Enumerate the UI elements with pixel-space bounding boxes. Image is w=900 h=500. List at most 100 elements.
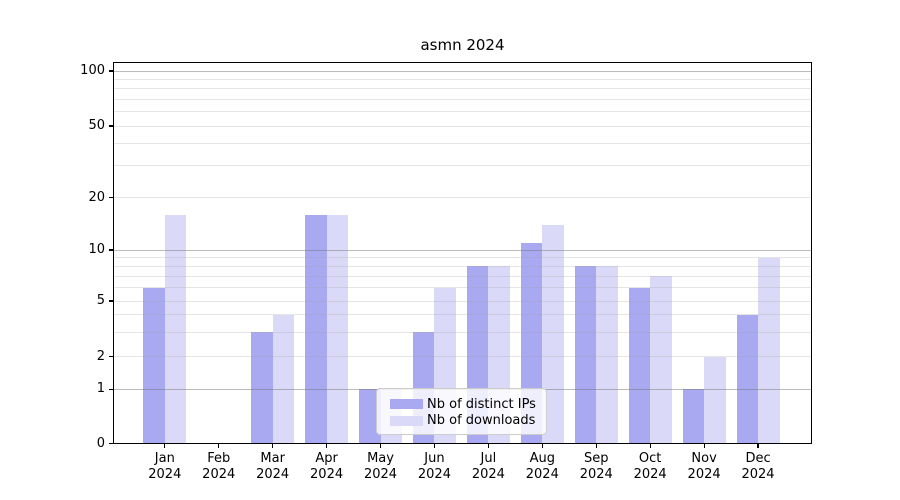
bar-sep-nb-of-downloads <box>596 266 618 444</box>
gridline-minor-70 <box>114 98 811 100</box>
x-tick-month-jul: Jul <box>480 451 497 466</box>
y-tick-mark-100 <box>109 70 113 72</box>
x-tick-month-oct: Oct <box>638 451 662 466</box>
x-tick-mark-dec <box>757 444 759 448</box>
gridline-minor-80 <box>114 88 811 90</box>
y-tick-mark-0 <box>109 442 113 445</box>
gridline-minor-7 <box>114 275 811 277</box>
gridline-minor-90 <box>114 78 811 80</box>
gridline-minor-2 <box>114 356 811 358</box>
bar-apr-nb-of-distinct-ips <box>305 214 327 444</box>
x-tick-year-nov: 2024 <box>687 466 721 482</box>
legend-swatch-distinct-ips <box>390 399 423 410</box>
x-tick-month-nov: Nov <box>691 451 717 466</box>
x-tick-mark-may <box>379 444 382 448</box>
x-tick-month-aug: Aug <box>529 451 555 466</box>
y-tick-mark-2 <box>109 356 113 358</box>
x-tick-mark-apr <box>325 444 328 448</box>
y-tick-mark-10 <box>109 249 113 251</box>
bar-dec-nb-of-downloads <box>758 257 780 444</box>
bar-nov-nb-of-downloads <box>704 356 726 444</box>
gridline-minor-50 <box>114 125 811 127</box>
x-tick-label-may: May 2024 <box>349 451 413 482</box>
y-tick-label-2: 2 <box>96 348 105 364</box>
bar-jan-nb-of-distinct-ips <box>143 287 165 444</box>
gridline-major-100 <box>114 70 811 72</box>
x-tick-year-apr: 2024 <box>310 466 344 482</box>
x-tick-mark-jul <box>487 444 489 448</box>
y-tick-label-50: 50 <box>88 118 105 133</box>
x-tick-mark-nov <box>703 444 705 448</box>
gridline-minor-8 <box>114 265 811 267</box>
x-tick-month-feb: Feb <box>207 451 231 466</box>
gridline-minor-30 <box>114 165 811 167</box>
gridline-minor-5 <box>114 300 811 302</box>
x-tick-year-sep: 2024 <box>579 466 613 482</box>
x-tick-year-jan: 2024 <box>148 466 182 482</box>
x-tick-label-feb: Feb 2024 <box>187 451 251 482</box>
x-tick-label-jul: Jul 2024 <box>456 451 520 482</box>
x-tick-year-jun: 2024 <box>417 466 451 482</box>
x-tick-year-may: 2024 <box>363 466 398 482</box>
x-tick-year-mar: 2024 <box>256 466 290 482</box>
gridline-major-10 <box>114 249 811 251</box>
bar-may-nb-of-distinct-ips <box>359 389 381 444</box>
x-tick-month-sep: Sep <box>583 451 609 466</box>
bar-sep-nb-of-distinct-ips <box>574 266 597 444</box>
gridline-minor-9 <box>114 257 811 259</box>
y-tick-label-10: 10 <box>88 242 105 257</box>
x-tick-label-jun: Jun 2024 <box>402 451 466 482</box>
x-tick-year-feb: 2024 <box>202 466 236 482</box>
legend-label-distinct-ips: Nb of distinct IPs <box>427 396 536 412</box>
gridline-minor-20 <box>114 197 811 199</box>
x-tick-label-oct: Oct 2024 <box>618 451 682 482</box>
x-tick-month-jan: Jan <box>154 451 175 466</box>
gridline-minor-60 <box>114 111 811 113</box>
x-tick-label-dec: Dec 2024 <box>726 451 790 482</box>
x-tick-label-aug: Aug 2024 <box>510 451 574 482</box>
x-tick-mark-feb <box>218 444 220 448</box>
y-tick-label-0: 0 <box>96 435 105 451</box>
y-tick-mark-20 <box>109 197 113 199</box>
x-tick-month-apr: Apr <box>315 451 338 466</box>
chart-title: asmn 2024 <box>420 36 505 54</box>
x-tick-label-apr: Apr 2024 <box>295 451 359 482</box>
x-tick-month-may: May <box>367 451 394 466</box>
x-tick-label-sep: Sep 2024 <box>564 451 628 482</box>
x-tick-mark-jun <box>433 444 436 448</box>
legend-entry-distinct-ips: Nb of distinct IPs <box>390 396 542 413</box>
gridline-minor-40 <box>114 142 811 144</box>
x-tick-mark-oct <box>649 444 651 448</box>
x-tick-mark-aug <box>541 444 543 448</box>
legend-swatch-downloads <box>390 415 423 426</box>
gridline-minor-4 <box>114 314 811 316</box>
x-tick-label-nov: Nov 2024 <box>672 451 736 482</box>
bar-nov-nb-of-distinct-ips <box>682 389 705 444</box>
bar-oct-nb-of-distinct-ips <box>628 287 651 444</box>
x-tick-label-jan: Jan 2024 <box>133 451 197 482</box>
legend-entry-downloads: Nb of downloads <box>390 413 542 430</box>
bar-jan-nb-of-downloads <box>164 214 187 444</box>
x-tick-month-dec: Dec <box>745 451 771 466</box>
bar-apr-nb-of-downloads <box>326 214 349 444</box>
bar-mar-nb-of-downloads <box>272 314 295 444</box>
y-tick-mark-1 <box>109 388 113 390</box>
y-tick-mark-50 <box>109 125 113 127</box>
x-tick-year-oct: 2024 <box>633 466 667 482</box>
legend: Nb of distinct IPs Nb of downloads <box>376 388 547 435</box>
gridline-minor-6 <box>114 287 811 289</box>
bar-mar-nb-of-distinct-ips <box>251 332 273 444</box>
x-tick-mark-sep <box>595 444 597 448</box>
x-tick-month-mar: Mar <box>260 451 285 466</box>
bar-dec-nb-of-distinct-ips <box>736 314 759 444</box>
y-tick-label-100: 100 <box>80 63 105 78</box>
bar-aug-nb-of-downloads <box>542 224 564 444</box>
y-tick-label-20: 20 <box>88 189 105 205</box>
bar-oct-nb-of-downloads <box>650 276 672 444</box>
x-tick-year-aug: 2024 <box>525 466 559 482</box>
gridline-minor-3 <box>114 331 811 333</box>
y-tick-label-1: 1 <box>96 381 105 397</box>
x-tick-year-jul: 2024 <box>471 466 505 482</box>
legend-label-downloads: Nb of downloads <box>427 413 536 429</box>
